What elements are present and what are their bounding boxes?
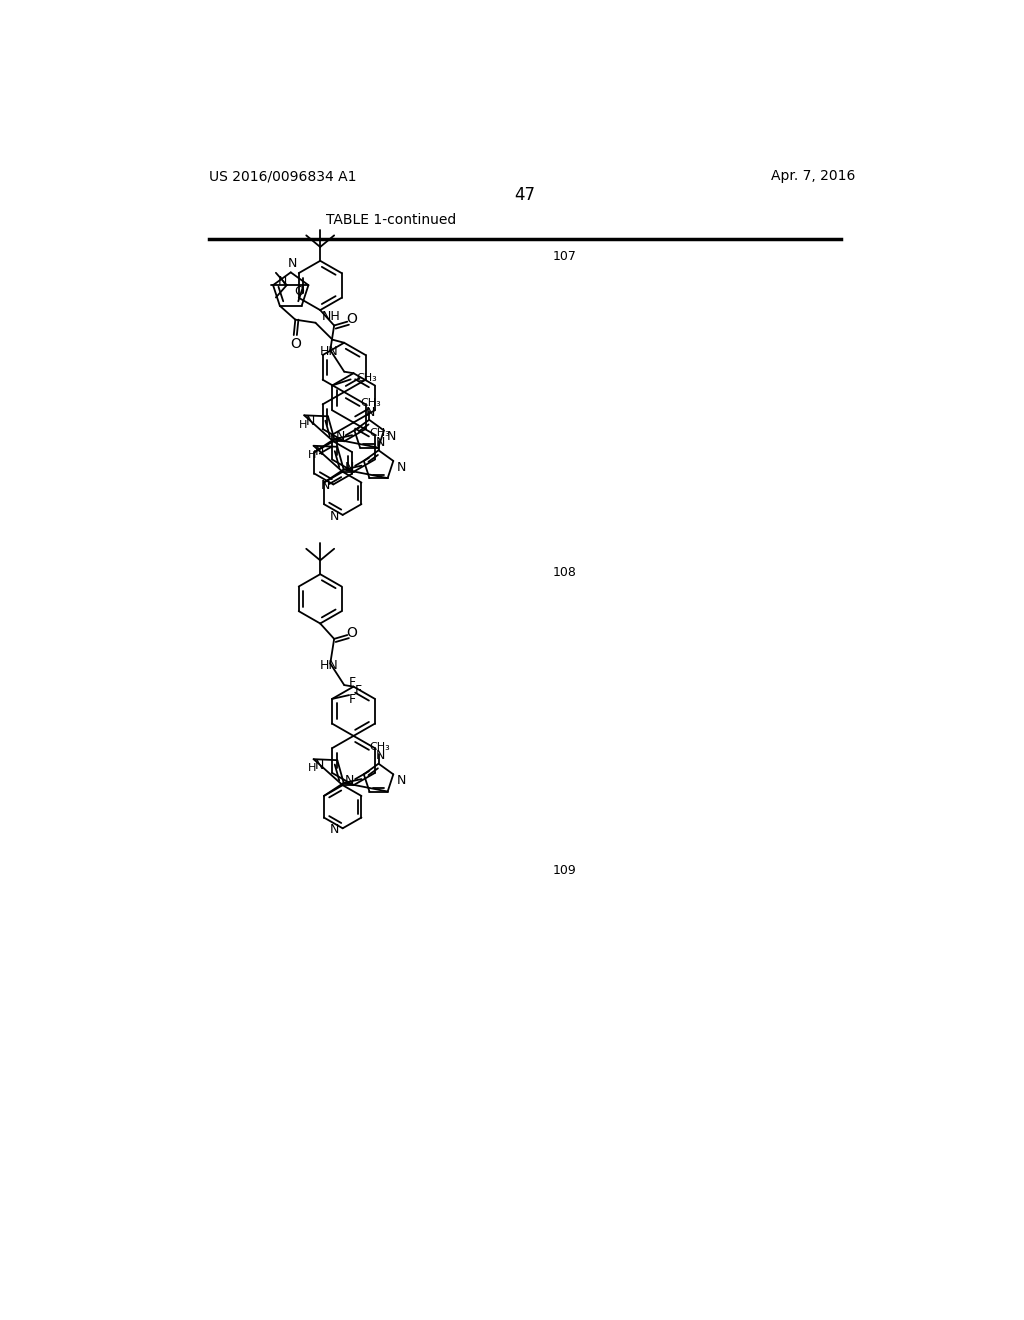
Text: 108: 108 [553,566,577,579]
Text: N: N [376,750,385,763]
Text: N: N [366,405,376,418]
Text: N: N [278,275,287,288]
Text: N: N [387,430,396,444]
Text: NH: NH [322,310,340,323]
Text: 47: 47 [514,186,536,205]
Text: N: N [376,436,385,449]
Text: F: F [355,684,361,697]
Text: TABLE 1-continued: TABLE 1-continued [327,213,457,227]
Text: N: N [345,461,354,474]
Text: H: H [298,420,307,429]
Text: N: N [396,461,406,474]
Text: US 2016/0096834 A1: US 2016/0096834 A1 [209,169,357,183]
Text: H: H [308,763,316,774]
Text: O: O [294,285,304,298]
Text: F: F [348,693,355,706]
Text: H: H [308,450,316,459]
Text: N: N [345,774,354,787]
Text: CH₃: CH₃ [356,372,378,383]
Text: N: N [330,510,340,523]
Text: Apr. 7, 2016: Apr. 7, 2016 [771,169,856,183]
Text: 107: 107 [553,251,577,264]
Text: N: N [330,824,340,837]
Text: N: N [288,256,297,269]
Text: CH₃: CH₃ [370,429,390,438]
Text: N: N [396,774,406,787]
Text: CH₃: CH₃ [360,397,381,408]
Text: CH₃: CH₃ [370,742,390,751]
Text: 109: 109 [553,865,577,878]
Text: N: N [321,479,330,492]
Text: F: F [348,676,355,689]
Text: HN: HN [319,345,338,358]
Text: O: O [290,338,301,351]
Text: N: N [336,430,345,444]
Text: N: N [306,414,315,428]
Text: HN: HN [319,659,338,672]
Text: O: O [346,626,356,640]
Text: N: N [315,759,325,772]
Text: N: N [315,445,325,458]
Text: O: O [346,313,356,326]
